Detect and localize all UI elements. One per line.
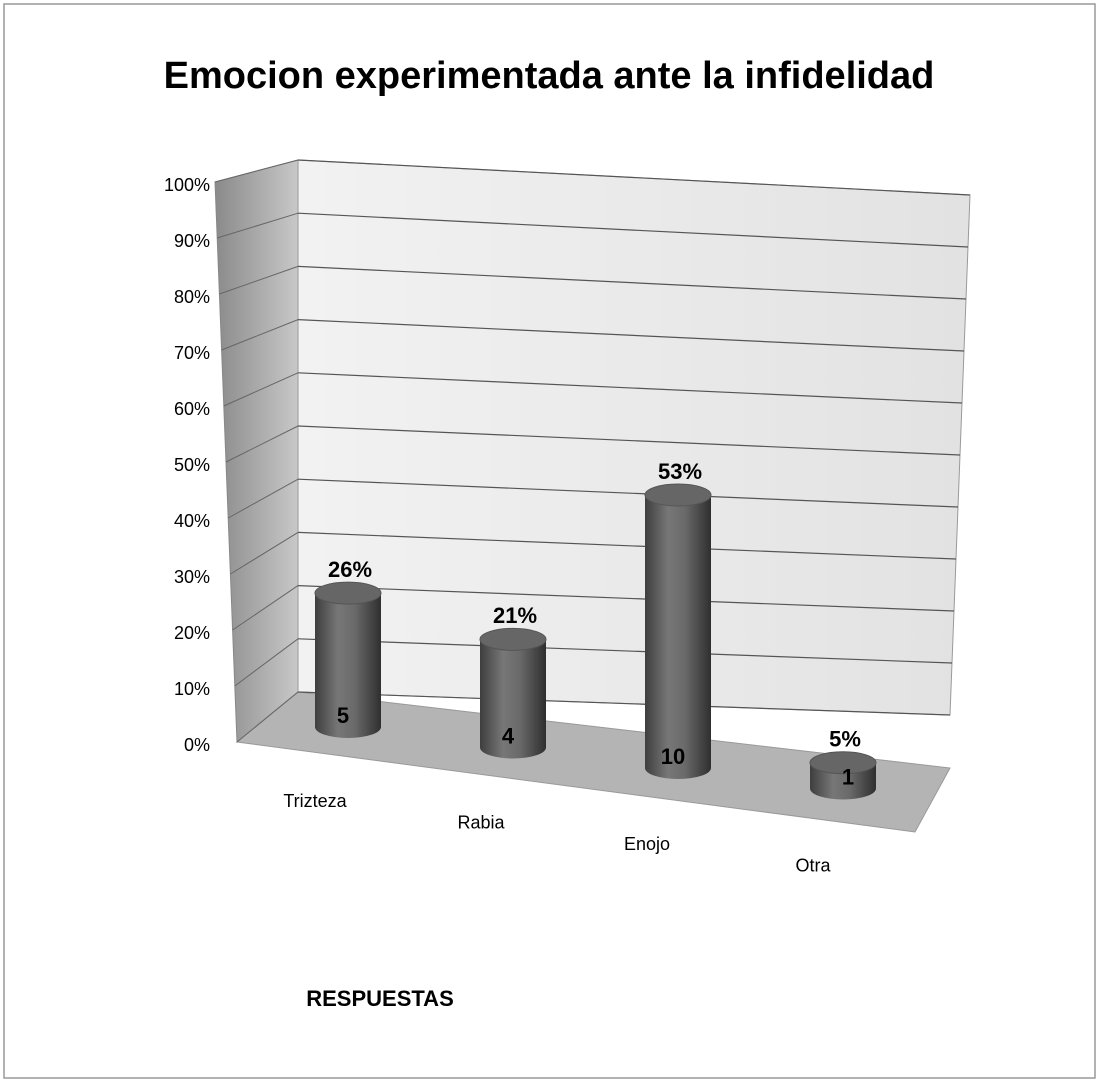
y-tick-label: 90% — [174, 231, 210, 251]
x-axis-title: RESPUESTAS — [306, 986, 454, 1011]
grid-line — [227, 478, 299, 519]
grid-line — [297, 585, 955, 612]
y-tick-label: 70% — [174, 343, 210, 363]
cylinder-top — [809, 751, 877, 775]
y-tick-label: 40% — [174, 511, 210, 531]
count-label: 1 — [842, 764, 854, 789]
grid-line — [297, 531, 957, 560]
cylinder-body — [315, 593, 381, 738]
cylinder — [809, 751, 877, 800]
grid-line — [297, 691, 951, 716]
y-tick-label: 80% — [174, 287, 210, 307]
grid-line — [297, 159, 971, 196]
grid-line — [297, 478, 959, 508]
grid-line — [297, 425, 961, 456]
grid-line — [217, 212, 299, 239]
cylinder-top — [479, 627, 547, 651]
grid-line — [297, 638, 953, 664]
y-tick-label: 10% — [174, 679, 210, 699]
grid-line — [225, 425, 299, 463]
cylinder-top — [644, 483, 712, 507]
grid-line — [230, 531, 299, 575]
grid-line — [297, 372, 963, 404]
cylinder — [644, 483, 712, 779]
x-tick-label: Otra — [795, 855, 831, 875]
grid-line — [221, 319, 299, 351]
grid-line — [236, 691, 299, 743]
value-label: 5% — [829, 727, 861, 752]
count-label: 10 — [661, 744, 685, 769]
cylinder-body — [480, 639, 546, 759]
value-label: 26% — [328, 557, 372, 582]
grid-line — [297, 212, 969, 248]
value-label: 53% — [658, 459, 702, 484]
chart-title: Emocion experimentada ante la infidelida… — [164, 55, 935, 97]
y-tick-label: 50% — [174, 455, 210, 475]
y-tick-label: 0% — [184, 735, 210, 755]
y-tick-label: 30% — [174, 567, 210, 587]
cylinder — [314, 581, 382, 738]
grid-line — [223, 372, 299, 407]
cylinder-top — [314, 581, 382, 605]
x-tick-label: Enojo — [624, 834, 670, 854]
grid-line — [234, 638, 299, 687]
y-tick-label: 100% — [164, 175, 210, 195]
count-label: 5 — [337, 703, 349, 728]
grid-line — [297, 265, 967, 300]
cylinder-body — [645, 495, 711, 779]
back-wall — [297, 159, 971, 716]
grid-line — [219, 265, 299, 295]
grid-line — [232, 585, 299, 631]
grid-line — [214, 159, 299, 183]
grid-line — [297, 319, 965, 352]
x-tick-label: Trizteza — [283, 791, 347, 811]
count-label: 4 — [502, 723, 515, 748]
y-tick-label: 20% — [174, 623, 210, 643]
cylinder — [479, 627, 547, 759]
x-tick-label: Rabia — [457, 812, 505, 832]
y-tick-label: 60% — [174, 399, 210, 419]
value-label: 21% — [493, 603, 537, 628]
